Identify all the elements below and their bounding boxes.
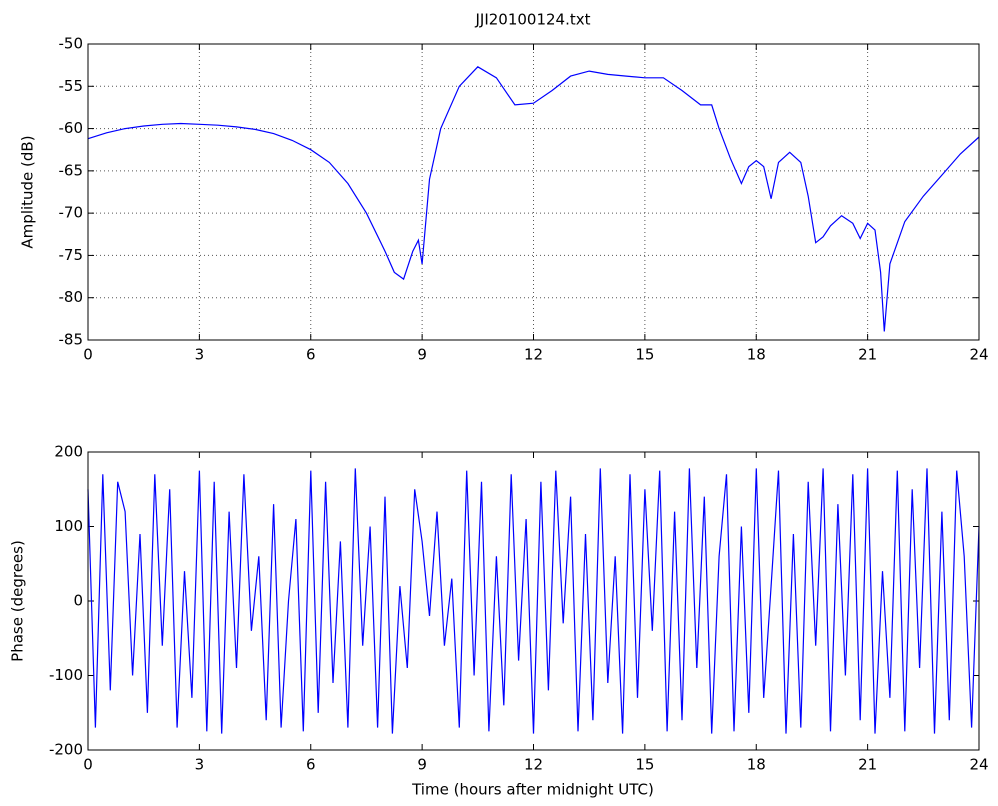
x-tick-label: 21 (858, 756, 877, 774)
y-tick-label: -65 (59, 161, 84, 179)
y-tick-label: -60 (59, 119, 84, 137)
x-tick-label: 12 (524, 756, 543, 774)
x-tick-label: 3 (195, 346, 205, 364)
x-tick-label: 3 (195, 756, 205, 774)
x-tick-label: 0 (83, 756, 93, 774)
x-axis-label: Time (hours after midnight UTC) (411, 781, 654, 799)
chart-title: JJI20100124.txt (474, 11, 590, 29)
x-tick-label: 15 (635, 756, 654, 774)
plot-frame (87, 43, 980, 341)
y-axis-label: Phase (degrees) (9, 540, 27, 662)
x-tick-label: 24 (969, 346, 988, 364)
x-tick-label: 18 (747, 756, 766, 774)
x-tick-label: 15 (635, 346, 654, 364)
x-tick-label: 9 (417, 346, 427, 364)
y-axis-label: Amplitude (dB) (19, 135, 37, 248)
y-tick-label: -80 (59, 288, 84, 306)
x-tick-label: 18 (747, 346, 766, 364)
y-tick-label: -100 (49, 666, 83, 684)
x-tick-label: 9 (417, 756, 427, 774)
plot-frame (87, 451, 980, 751)
x-tick-label: 6 (306, 756, 316, 774)
data-line (87, 468, 980, 734)
y-tick-label: -85 (59, 331, 84, 349)
y-tick-label: -50 (59, 35, 84, 53)
data-line (87, 66, 980, 332)
y-tick-label: -70 (59, 204, 84, 222)
y-tick-label: -75 (59, 246, 84, 264)
x-tick-label: 21 (858, 346, 877, 364)
x-tick-label: 24 (969, 756, 988, 774)
y-tick-label: 200 (54, 443, 83, 461)
y-tick-label: -55 (59, 77, 84, 95)
y-tick-label: 0 (73, 592, 83, 610)
x-tick-label: 12 (524, 346, 543, 364)
x-tick-label: 6 (306, 346, 316, 364)
x-tick-label: 0 (83, 346, 93, 364)
y-tick-label: -200 (49, 741, 83, 759)
y-tick-label: 100 (54, 517, 83, 535)
